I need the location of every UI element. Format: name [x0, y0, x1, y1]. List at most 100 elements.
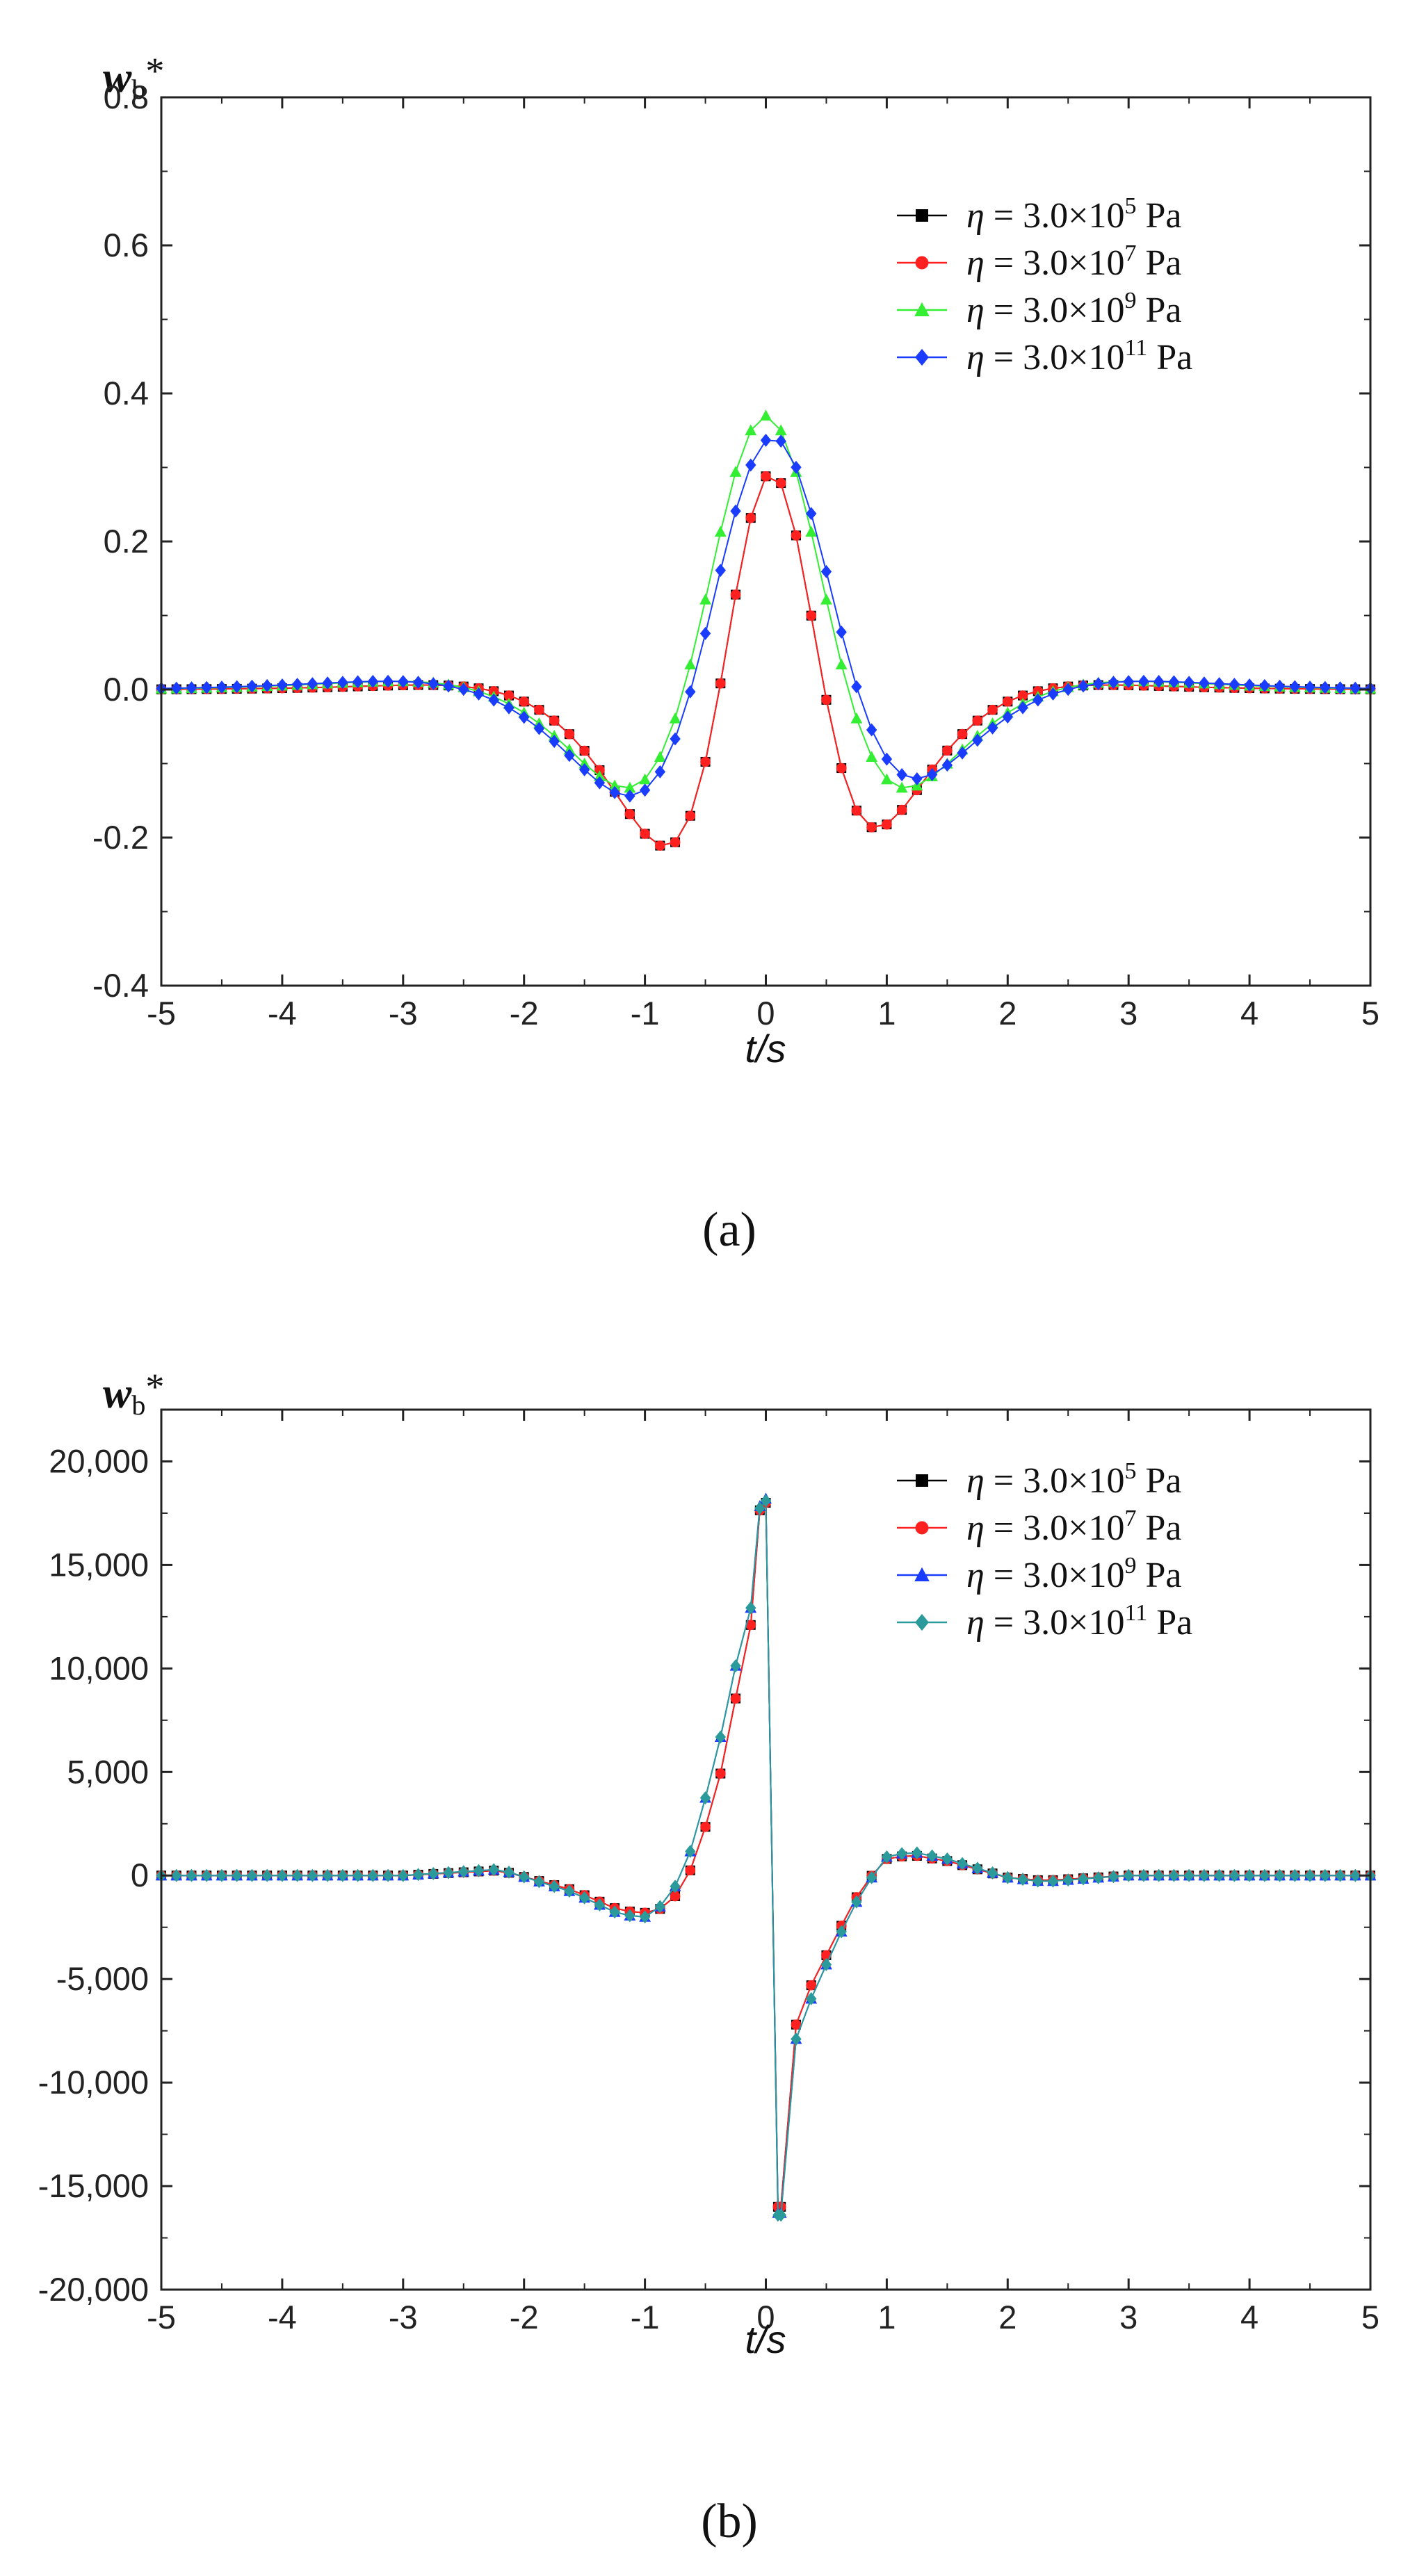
- chart-b-legend-item-2: η = 3.0×109 Pa: [897, 1553, 1181, 1595]
- chart-b-legend-item-0: η = 3.0×105 Pa: [897, 1458, 1181, 1501]
- chart-b-series-3-point: [670, 1880, 681, 1893]
- chart-b-series-3-point: [382, 1868, 394, 1882]
- chart-b-series-3-point: [881, 1850, 893, 1864]
- chart-b-series-3-point: [866, 1870, 877, 1884]
- chart-b-series-3-point: [1320, 1868, 1331, 1882]
- chart-b-series-3-point: [1183, 1868, 1195, 1882]
- chart-b-series-3-point: [972, 1861, 983, 1875]
- chart-b-series-3-point: [715, 1730, 726, 1744]
- chart-a-series-3-point: [1047, 687, 1059, 701]
- chart-b-series-3-point: [624, 1909, 635, 1923]
- chart-b-series-3-point: [443, 1866, 454, 1880]
- chart-a-series-3-point: [1183, 676, 1195, 690]
- chart-a-y-tick-label: 0.4: [104, 375, 149, 411]
- chart-a-series-3-point: [1259, 678, 1270, 692]
- chart-a-series-3-point: [820, 564, 832, 578]
- chart-a-series-2-point: [699, 593, 711, 605]
- chart-a-series-1-point: [987, 704, 998, 715]
- chart-b-x-tick-label: -4: [268, 2299, 297, 2335]
- chart-b-series-3-point: [806, 1992, 817, 2005]
- chart-a-series-2-point: [608, 779, 621, 791]
- chart-a-series-3-point: [1032, 693, 1044, 707]
- chart-a-series-3-point: [926, 767, 938, 781]
- chart-a-legend-swatch-marker: [916, 209, 928, 222]
- chart-b-series-3: [156, 1494, 1376, 2222]
- chart-b-series-3-point: [1229, 1868, 1240, 1882]
- chart-a-series-1-point: [579, 745, 590, 756]
- chart-b-series-3-point: [277, 1868, 288, 1882]
- chart-b-legend-item-1: η = 3.0×107 Pa: [897, 1506, 1181, 1548]
- chart-a-series-3-point: [488, 693, 499, 707]
- chart-b-y-axis-label: wb*: [103, 1366, 164, 1421]
- chart-b-series-1-point: [715, 1768, 726, 1779]
- chart-a-series-3-point: [337, 676, 348, 690]
- chart-a-series-1-point: [564, 728, 575, 740]
- chart-a-series-3-point: [171, 681, 182, 695]
- chart-a-series-3-point: [458, 683, 469, 696]
- chart-a-series-3-point: [1334, 681, 1346, 695]
- chart-a-series-3-point: [1017, 701, 1028, 715]
- chart-a-series-1-point: [519, 696, 530, 707]
- chart-a-series-2-point: [820, 593, 832, 605]
- chart-a-series-3-point: [578, 763, 590, 776]
- chart-a-series-3-point: [473, 687, 485, 701]
- chart-a-series-1-point: [700, 756, 711, 767]
- chart-a-series-1-point: [806, 610, 817, 621]
- chart-a-y-tick-label: 0.0: [104, 671, 149, 708]
- chart-b-series-3-point: [730, 1659, 741, 1673]
- chart-a-x-tick-label: 3: [1119, 995, 1137, 1032]
- chart-a-series-3-point: [428, 677, 439, 691]
- chart-a-legend-item-0: η = 3.0×105 Pa: [897, 193, 1181, 236]
- chart-a-series-3-point: [760, 433, 772, 447]
- chart-a-legend-swatch-marker: [915, 348, 929, 366]
- chart-b-series-3-point: [654, 1900, 666, 1914]
- chart-a-series-2-point: [714, 525, 727, 537]
- chart-b-series-3-point: [609, 1905, 620, 1919]
- chart-a-series-1-point: [624, 808, 635, 820]
- chart-a-series-1-point: [715, 678, 726, 689]
- chart-b-series-3-point: [231, 1868, 243, 1882]
- chart-b-legend-swatch-marker: [915, 1613, 929, 1631]
- chart-b-series-3-point: [307, 1868, 318, 1882]
- chart-a-legend-label: η = 3.0×109 Pa: [966, 288, 1181, 330]
- chart-b-x-tick-label: -5: [147, 2299, 176, 2335]
- chart-a-legend-swatch-marker: [914, 302, 930, 316]
- chart-b-series-3-point: [519, 1870, 530, 1884]
- chart-a-y-tick-label: 0.8: [104, 79, 149, 115]
- chart-a-series-3-point: [277, 678, 288, 692]
- chart-b-series-3-point: [322, 1868, 333, 1882]
- chart-a-series-1-point: [882, 819, 892, 830]
- chart-b-series-3-point: [1304, 1868, 1315, 1882]
- chart-a-series-3-point: [231, 680, 243, 694]
- chart-a-series-1-point: [836, 763, 847, 774]
- chart-a-series-2-point: [729, 466, 742, 477]
- chart-b-series-3-point: [1032, 1874, 1044, 1888]
- chart-a-series-3-point: [624, 789, 635, 803]
- chart-a-y-tick-label: 0.2: [104, 523, 149, 560]
- chart-a-series-1-point: [685, 810, 696, 822]
- chart-a-series-3-point: [670, 732, 681, 746]
- chart-b-series-1-point: [730, 1693, 741, 1704]
- chart-b-series-3-point: [1062, 1873, 1074, 1887]
- chart-a-x-tick-label: 5: [1361, 995, 1379, 1032]
- chart-a-x-tick-label: 4: [1240, 995, 1258, 1032]
- chart-a-series-3-point: [216, 680, 227, 694]
- chart-b-series-1-point: [670, 1891, 681, 1902]
- chart-a-series-3: [156, 433, 1376, 803]
- chart-a-series-2-point: [684, 658, 697, 670]
- chart-b-legend-item-3: η = 3.0×1011 Pa: [897, 1600, 1192, 1642]
- chart-a-series-2-point: [881, 773, 893, 785]
- chart-a-series-0-line: [161, 475, 1371, 847]
- chart-a-series-1-point: [1017, 690, 1028, 701]
- chart-a-series-3-point: [352, 675, 364, 689]
- chart-a-legend: η = 3.0×105 Pa η = 3.0×107 Pa η = 3.0×109 …: [897, 193, 1192, 377]
- chart-a-series-3-point: [912, 772, 923, 785]
- chart-b-series-1-point: [700, 1821, 711, 1832]
- chart-b-legend-label: η = 3.0×109 Pa: [966, 1553, 1181, 1595]
- chart-b-series-3-point: [1350, 1868, 1361, 1882]
- chart-a-series-2-point: [624, 781, 636, 793]
- chart-b-series-3-point: [428, 1866, 439, 1880]
- chart-b-series-3-point: [1168, 1868, 1180, 1882]
- chart-a-series-1-point: [896, 804, 907, 815]
- chart-a-series-3-point: [1062, 683, 1074, 696]
